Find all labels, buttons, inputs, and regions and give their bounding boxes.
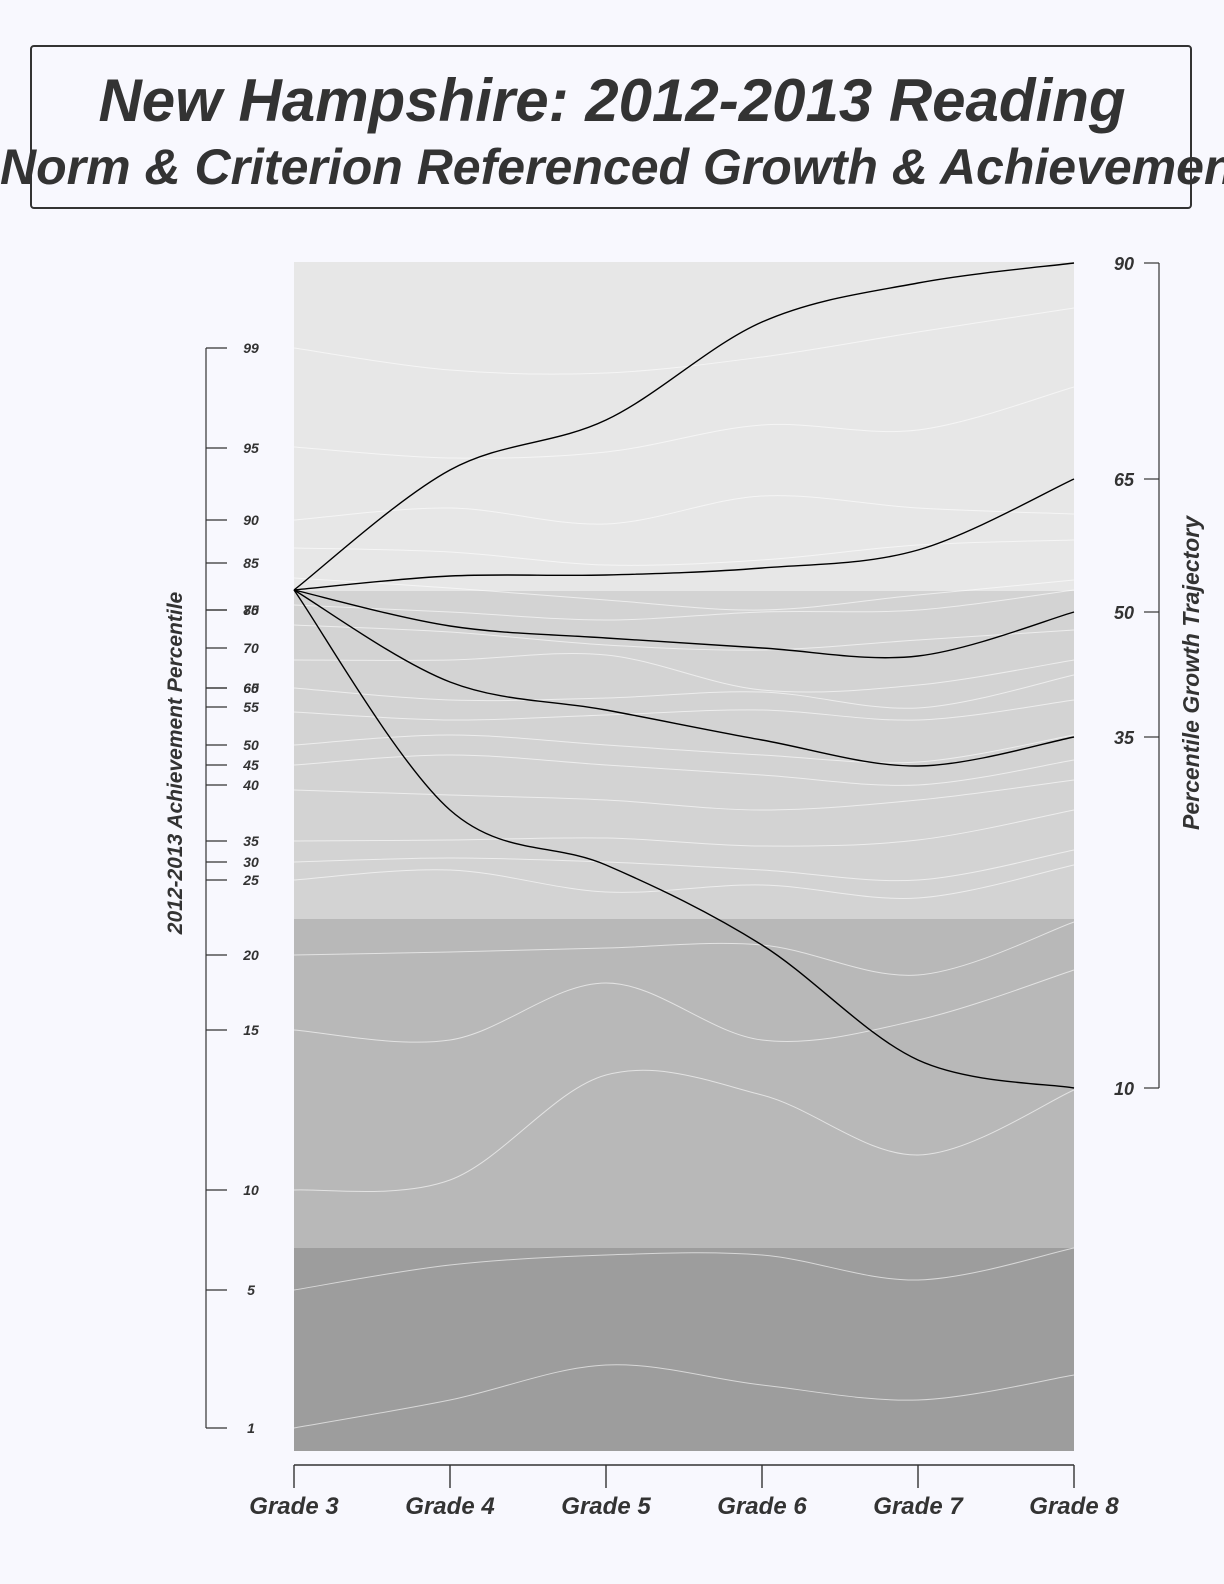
left-tick-label: 30 [243,854,259,870]
percentile-curve [293,577,1075,611]
left-tick-label: 45 [242,757,259,773]
left-tick-label: 65 [243,680,259,696]
percentile-curve [293,849,1075,882]
growth-trajectories [293,262,1075,1089]
grade-label: Grade 8 [1029,1493,1119,1520]
left-tick-label: 75 [243,602,259,618]
grade-label: Grade 5 [561,1493,651,1520]
left-tick-label: 35 [243,833,259,849]
percentile-curve [293,1069,1075,1193]
right-tick-label: 90 [1114,254,1134,274]
grade-label: Grade 7 [873,1493,964,1520]
right-axis-title: Percentile Growth Trajectory [1178,515,1204,830]
growth-trajectory-line [293,262,1075,591]
bottom-axis: Grade 3 Grade 4 Grade 5 Grade 6 Grade 7 Grade… [249,1464,1119,1520]
left-tick-label: 80 [243,602,259,618]
left-tick-label: 5 [247,1282,255,1298]
left-tick-label: 15 [243,1022,259,1038]
percentile-curve [293,699,1075,721]
left-tick-label: 50 [243,737,259,753]
right-tick-label: 10 [1114,1079,1134,1099]
left-axis-title: 2012-2013 Achievement Percentile [164,591,187,935]
percentile-curve [293,734,1075,764]
chart-subtitle: Norm & Criterion Referenced Growth & Ach… [0,139,1224,195]
grade-label: Grade 4 [405,1493,494,1520]
left-tick-label: 85 [243,555,259,571]
growth-trajectory-line [293,589,1075,767]
left-tick-label: 60 [243,680,259,696]
growth-trajectory-line [293,589,1075,659]
band-3 [294,919,1074,1248]
right-axis: 10 35 50 65 90 [1114,254,1160,1099]
band-4 [294,1248,1074,1451]
left-tick-label: 90 [243,512,259,528]
band-2 [294,591,1074,919]
left-tick-label: 10 [243,1182,259,1198]
right-tick-label: 65 [1114,470,1135,490]
left-tick-label: 95 [243,440,259,456]
percentile-curve [293,624,1075,651]
left-tick-label: 40 [242,777,259,793]
right-tick-label: 50 [1114,603,1134,623]
title-box [30,45,1192,209]
percentile-curve [293,1247,1075,1291]
left-tick-label: 20 [242,947,259,963]
left-tick-label: 25 [242,872,259,888]
grade-label: Grade 3 [249,1493,339,1520]
achievement-bands [294,262,1074,1451]
percentile-curve [293,864,1075,899]
percentile-curve [293,809,1075,847]
percentile-curve [293,386,1075,459]
percentile-curve [293,1364,1075,1429]
grade-label: Grade 6 [717,1493,807,1520]
growth-trajectory-line [293,478,1075,591]
band-1 [294,262,1074,591]
growth-trajectory-line [293,589,1075,1089]
percentile-curve [293,674,1075,709]
percentile-curve [293,779,1075,811]
left-tick-label: 99 [243,340,259,356]
percentile-curve [293,495,1075,525]
percentile-curve [293,754,1075,786]
percentile-curve [293,589,1075,621]
percentile-curve [293,969,1075,1043]
percentile-curve [293,307,1075,375]
left-tick-label: 70 [243,640,259,656]
chart-title: New Hampshire: 2012-2013 Reading [98,67,1126,134]
percentile-curve [293,921,1075,976]
right-tick-label: 35 [1114,728,1135,748]
left-tick-label: 1 [247,1420,255,1436]
percentile-curve [293,653,1075,693]
left-tick-label: 55 [243,699,259,715]
